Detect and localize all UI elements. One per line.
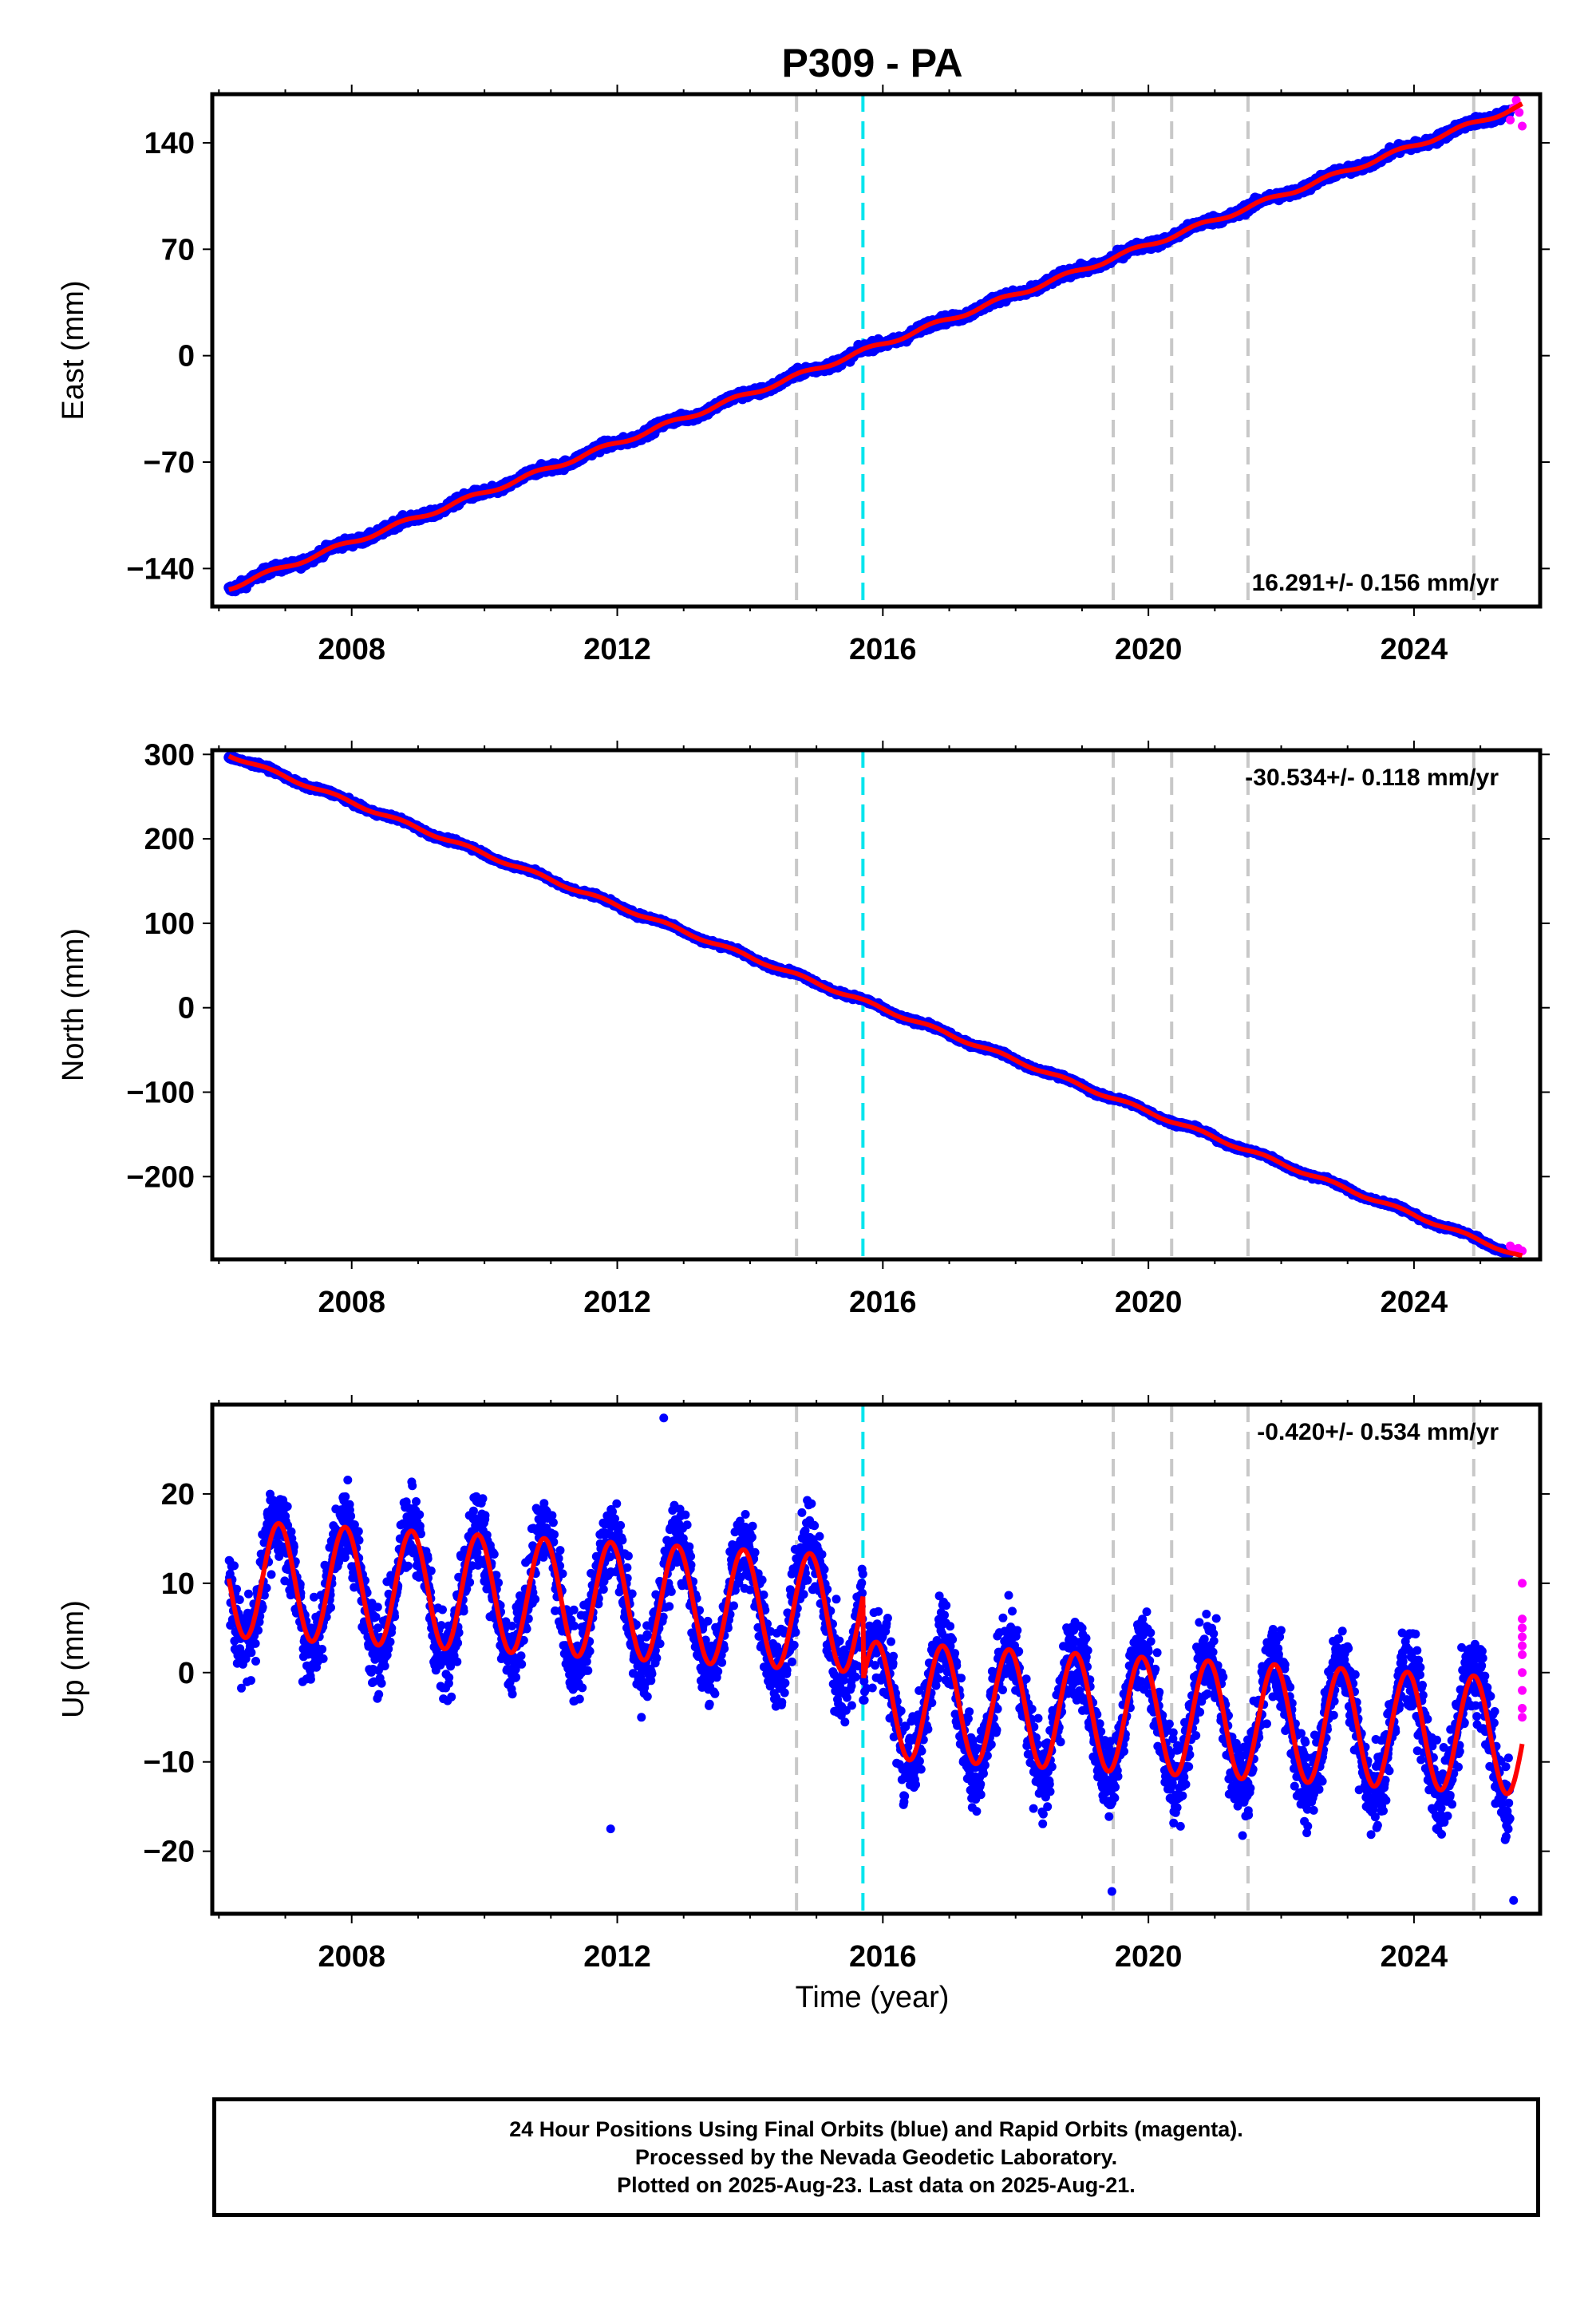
y-tick-label: 140	[144, 127, 195, 160]
model-fit-line	[228, 101, 1523, 592]
y-axis-label: East (mm)	[57, 280, 90, 420]
rapid-point	[1518, 121, 1527, 131]
x-tick-label: 2012	[583, 633, 651, 666]
figure-title: P309 - PA	[782, 41, 963, 85]
east-panel: 2008 2012 2016 2020 2024 140 70 0 −70 −140 East (m…	[57, 85, 1550, 666]
x-tick-label: 2024	[1381, 633, 1448, 666]
y-tick-label: −140	[126, 552, 195, 586]
north-panel: 2008 2012 2016 2020 20243002001000−100−200No…	[57, 738, 1550, 1319]
y-tick-label: 0	[178, 340, 195, 373]
x-tick-label: 2016	[849, 633, 917, 666]
x-tick-label: 2008	[318, 633, 385, 666]
rapid-point	[1506, 115, 1515, 124]
y-tick-label: −70	[144, 446, 195, 480]
y-tick-label: 70	[161, 233, 195, 267]
x-tick-label: 2020	[1115, 633, 1183, 666]
rate-label: 16.291+/- 0.156 mm/yr	[1252, 570, 1499, 596]
